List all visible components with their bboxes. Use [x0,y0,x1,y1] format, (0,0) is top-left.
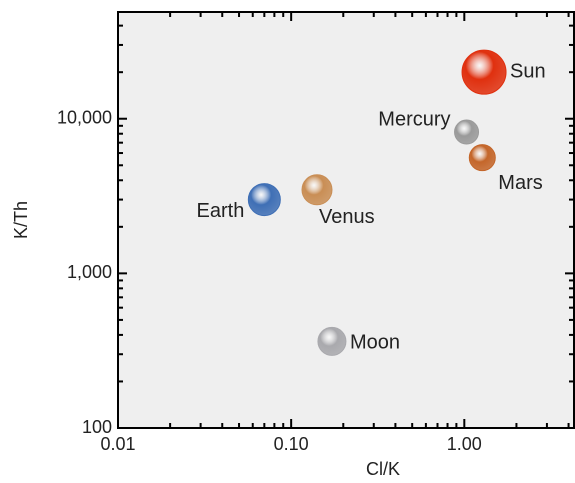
planet-marker [454,119,480,145]
planet-marker [247,183,281,217]
planet-marker [301,174,333,206]
y-tick-label: 10,000 [57,107,112,127]
planet-marker [468,144,496,172]
plot-frame [117,11,575,429]
planet-marker [461,49,507,95]
x-tick-label: 0.10 [274,434,309,454]
point-label: Mercury [378,108,450,130]
point-label: Earth [197,200,245,222]
point-label: Moon [350,332,400,354]
x-tick-label: 1.00 [447,434,482,454]
point-label: Sun [510,60,546,82]
planet-marker [317,326,347,356]
y-axis-title: K/Th [11,201,31,239]
x-tick-label: 0.01 [100,434,135,454]
y-tick-label: 1,000 [67,262,112,282]
point-label: Mars [498,172,542,194]
y-tick-label: 100 [82,417,112,437]
x-axis-title: Cl/K [366,459,400,479]
point-label: Venus [319,206,375,228]
